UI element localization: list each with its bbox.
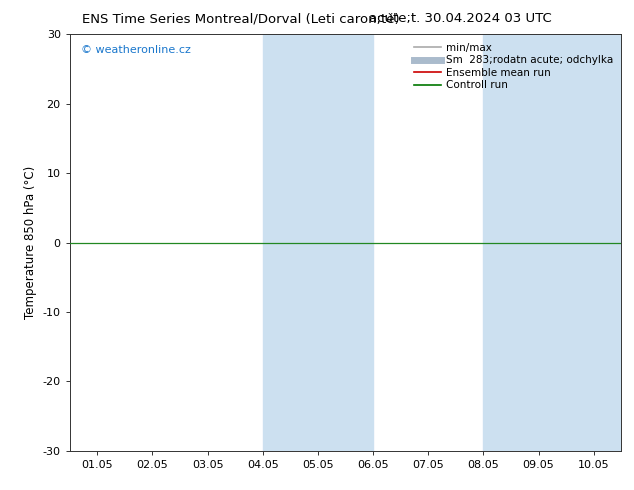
Y-axis label: Temperature 850 hPa (°C): Temperature 850 hPa (°C) xyxy=(24,166,37,319)
Text: © weatheronline.cz: © weatheronline.cz xyxy=(81,45,191,55)
Text: ENS Time Series Montreal/Dorval (Leti caron;tě): ENS Time Series Montreal/Dorval (Leti ca… xyxy=(82,12,400,25)
Legend: min/max, Sm  283;rodatn acute; odchylka, Ensemble mean run, Controll run: min/max, Sm 283;rodatn acute; odchylka, … xyxy=(411,40,616,94)
Bar xyxy=(262,34,373,451)
Bar xyxy=(483,34,621,451)
Text: acute;t. 30.04.2024 03 UTC: acute;t. 30.04.2024 03 UTC xyxy=(369,12,552,25)
